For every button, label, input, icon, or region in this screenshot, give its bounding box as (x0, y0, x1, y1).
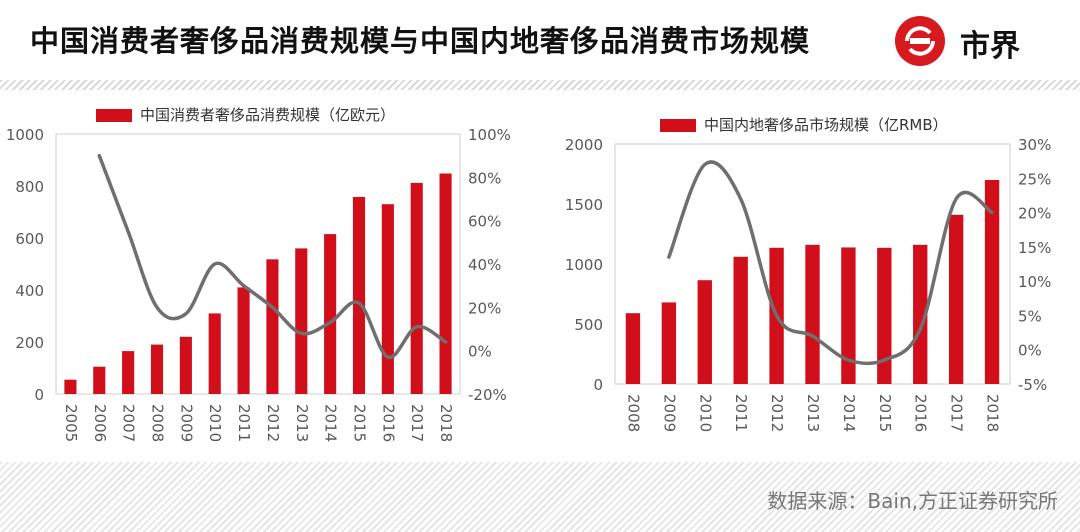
y-tick-label: 1000 (565, 256, 603, 274)
bar (93, 366, 106, 394)
y2-tick-label: -20% (468, 386, 507, 404)
y2-tick-label: 60% (468, 213, 501, 231)
x-tick-label: 2007 (120, 404, 138, 442)
y2-tick-label: 100% (468, 126, 511, 144)
y-tick-label: 600 (15, 230, 44, 248)
y2-tick-label: 20% (468, 299, 501, 317)
x-tick-label: 2009 (177, 404, 195, 442)
logo-text: 市界 (960, 29, 1020, 64)
bar (661, 302, 677, 384)
y2-tick-label: 5% (1018, 307, 1042, 325)
y2-tick-label: 15% (1018, 239, 1051, 257)
shijie-logo-icon (895, 16, 945, 66)
bar (295, 248, 308, 394)
bar (64, 379, 77, 394)
y-tick-label: 500 (574, 316, 603, 334)
y2-tick-label: 25% (1018, 170, 1051, 188)
bar (237, 287, 250, 394)
bar (625, 313, 641, 384)
y-tick-label: 200 (15, 334, 44, 352)
y2-tick-label: 0% (1018, 342, 1042, 360)
x-tick-label: 2018 (437, 404, 455, 442)
legend-label: 中国消费者奢侈品消费规模（亿欧元） (140, 106, 395, 124)
bar (733, 256, 748, 384)
plot-frame (55, 133, 461, 395)
x-tick-label: 2017 (948, 394, 966, 432)
x-tick-label: 2014 (840, 394, 858, 432)
x-tick-label: 2011 (732, 394, 750, 432)
y2-tick-label: 10% (1018, 273, 1051, 291)
x-tick-label: 2015 (876, 394, 894, 432)
bar (877, 247, 892, 384)
x-tick-label: 2013 (293, 404, 311, 442)
bar (352, 196, 366, 394)
y-tick-label: 800 (15, 178, 44, 196)
bar (208, 313, 221, 394)
legend-swatch (96, 109, 132, 122)
y2-tick-label: -5% (1018, 376, 1047, 394)
bar (913, 244, 928, 384)
x-tick-label: 2006 (91, 404, 109, 442)
y2-tick-label: 40% (468, 256, 501, 274)
page-title: 中国消费者奢侈品消费规模与中国内地奢侈品消费市场规模 (30, 24, 811, 58)
y2-tick-label: 20% (1018, 205, 1051, 223)
x-tick-label: 2005 (62, 404, 80, 442)
bar (266, 259, 279, 394)
x-tick-label: 2008 (149, 404, 167, 442)
y2-tick-label: 30% (1018, 136, 1051, 154)
chart-consumption: 0 200 400 600 800 1000 -20% 0% 20% 40% 60% 80% 100% 2… (6, 106, 511, 442)
source-note: 数据来源：Bain,方正证券研究所 (767, 489, 1058, 513)
y-tick-label: 2000 (565, 136, 603, 154)
x-tick-label: 2015 (351, 404, 369, 442)
x-tick-label: 2013 (804, 394, 822, 432)
x-tick-label: 2018 (984, 394, 1002, 432)
x-tick-label: 2014 (322, 404, 340, 442)
chart-mainland-market: 0 500 1000 1500 2000 -5% 0% 5% 10% 15% 20% 25% 30% 20… (565, 116, 1052, 432)
bar (179, 336, 192, 394)
bar (841, 247, 856, 384)
legend-swatch (660, 119, 696, 132)
y-tick-label: 400 (15, 282, 44, 300)
footer (0, 462, 1080, 532)
bar (805, 244, 820, 384)
x-tick-label: 2017 (408, 404, 426, 442)
bar (439, 173, 452, 394)
x-tick-label: 2011 (235, 404, 253, 442)
bar (984, 180, 1000, 384)
y-tick-label: 1000 (6, 126, 44, 144)
x-tick-label: 2012 (264, 404, 282, 442)
bar (381, 204, 394, 394)
bar (150, 344, 164, 394)
bar (122, 351, 135, 394)
series-line (667, 160, 994, 366)
x-tick-label: 2012 (768, 394, 786, 432)
x-tick-label: 2009 (660, 394, 678, 432)
x-tick-label: 2010 (696, 394, 714, 432)
y-tick-label: 0 (593, 376, 603, 394)
y-tick-label: 1500 (565, 196, 603, 214)
legend-label: 中国内地奢侈品市场规模（亿RMB） (704, 116, 948, 134)
bar (697, 280, 712, 384)
x-tick-label: 2010 (206, 404, 224, 442)
x-tick-label: 2016 (912, 394, 930, 432)
header: 中国消费者奢侈品消费规模与中国内地奢侈品消费市场规模 市界 (0, 0, 1080, 90)
x-tick-label: 2008 (624, 394, 642, 432)
series-line (97, 153, 448, 359)
header-divider (0, 80, 1080, 90)
y2-tick-label: 80% (468, 169, 501, 187)
x-tick-label: 2016 (379, 404, 397, 442)
y2-tick-label: 0% (468, 343, 492, 361)
bar (410, 182, 423, 394)
bar (948, 214, 964, 384)
y-tick-label: 0 (34, 386, 44, 404)
bar (324, 234, 337, 394)
